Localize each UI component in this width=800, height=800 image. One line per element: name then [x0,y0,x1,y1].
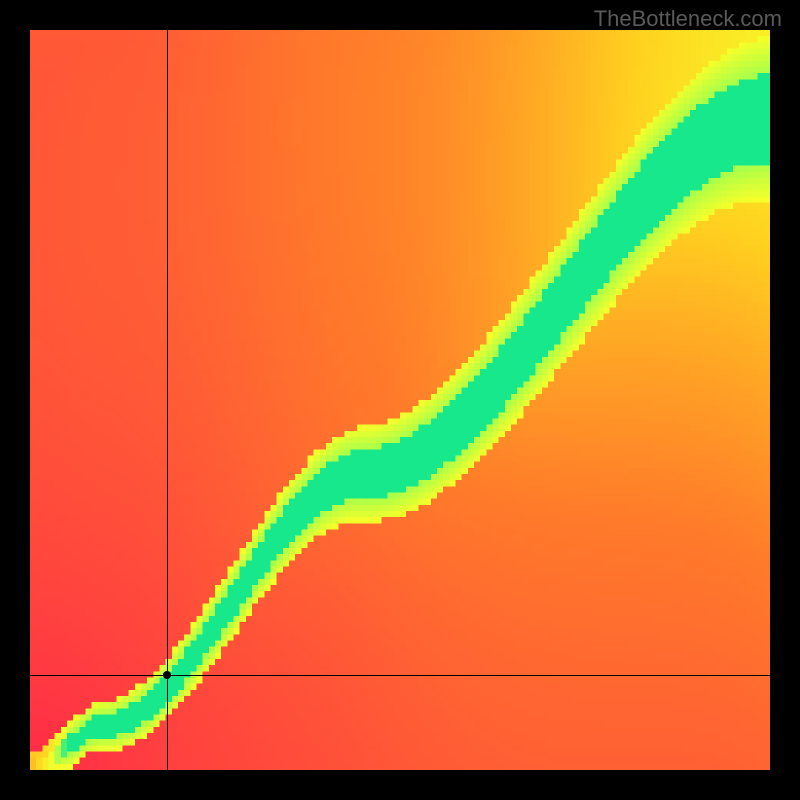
chart-container: TheBottleneck.com [0,0,800,800]
crosshair-vertical [167,30,168,770]
crosshair-dot [163,671,171,679]
heatmap-canvas [30,30,770,770]
watermark-text: TheBottleneck.com [594,6,782,32]
crosshair-horizontal [30,675,770,676]
